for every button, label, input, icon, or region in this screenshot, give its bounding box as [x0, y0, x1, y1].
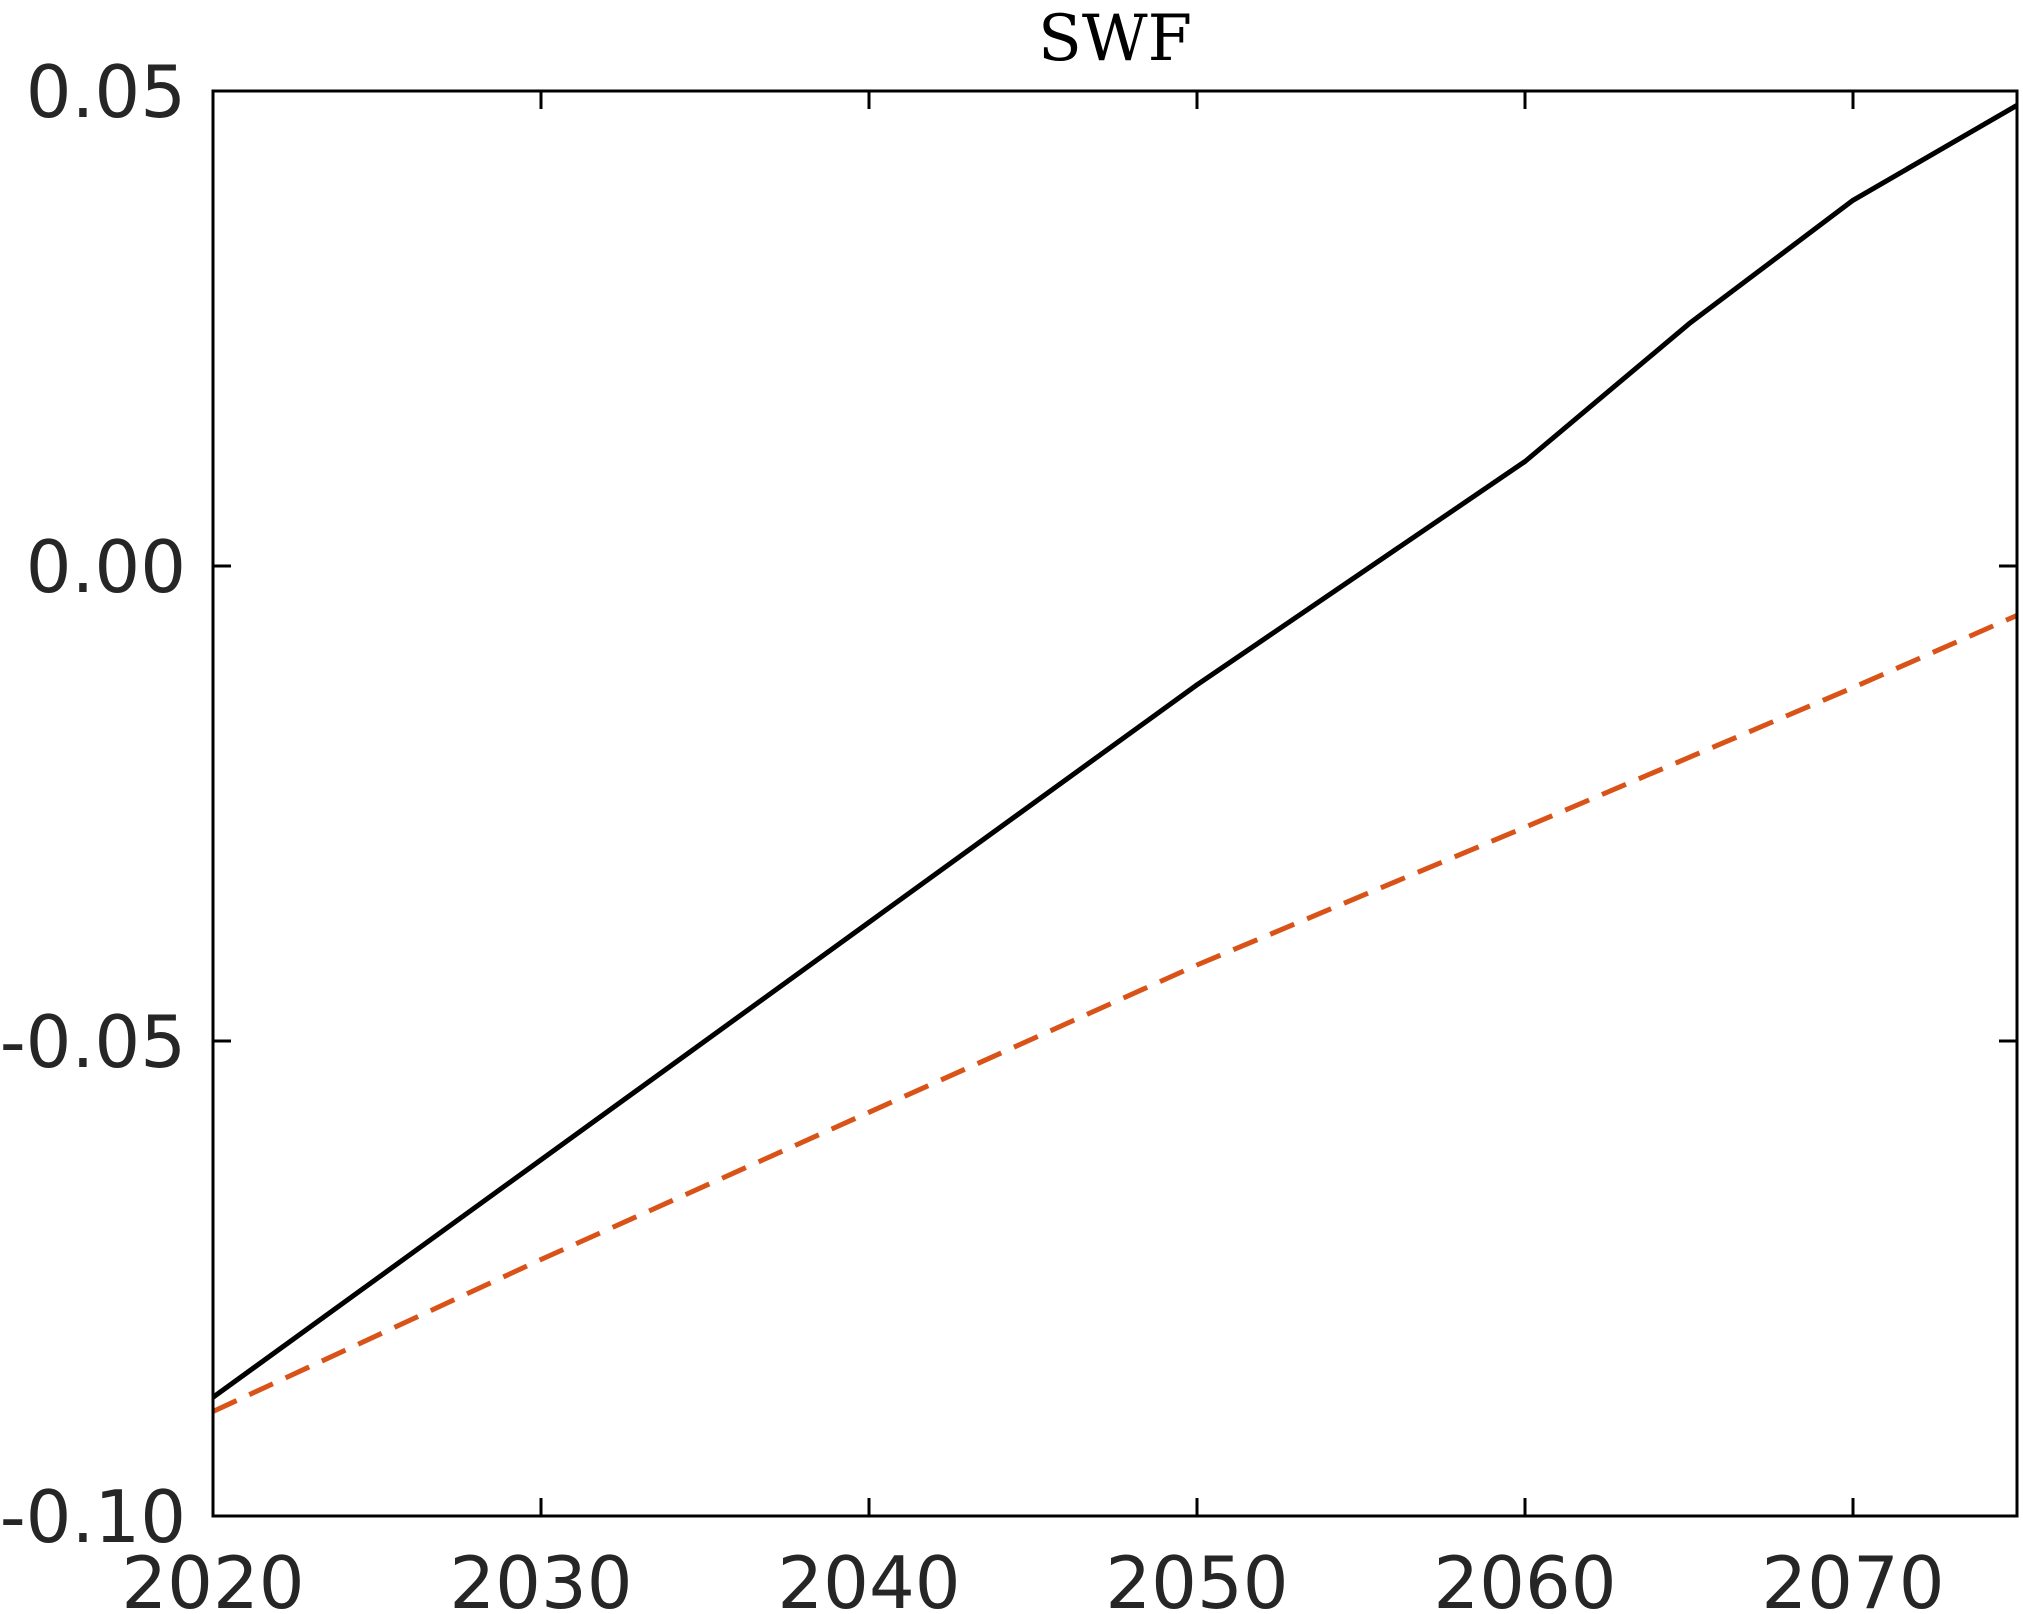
series-line-2	[211, 613, 2019, 1414]
tick-marks	[211, 89, 2017, 1518]
x-tick-label-5: 2070	[1761, 1541, 1944, 1614]
x-tick-label-3: 2050	[1105, 1541, 1288, 1614]
y-tick-label-1: -0.05	[0, 1000, 186, 1084]
x-tick-label-0: 2020	[121, 1541, 304, 1614]
series-line-1	[211, 103, 2019, 1400]
plot-area-frame	[211, 89, 2019, 1518]
y-tick-label-2: 0.00	[26, 525, 186, 609]
series-layer	[211, 103, 2019, 1414]
chart-title: SWF	[1038, 2, 1192, 76]
x-tick-label-1: 2030	[449, 1541, 632, 1614]
y-axis-tick-labels: -0.10 -0.05 0.00 0.05	[0, 50, 186, 1559]
x-tick-label-2: 2040	[777, 1541, 960, 1614]
y-tick-label-0: -0.10	[0, 1475, 186, 1559]
x-axis-tick-labels: 2020 2030 2040 2050 2060 2070	[121, 1541, 1944, 1614]
y-tick-label-3: 0.05	[26, 50, 186, 134]
x-tick-label-4: 2060	[1433, 1541, 1616, 1614]
